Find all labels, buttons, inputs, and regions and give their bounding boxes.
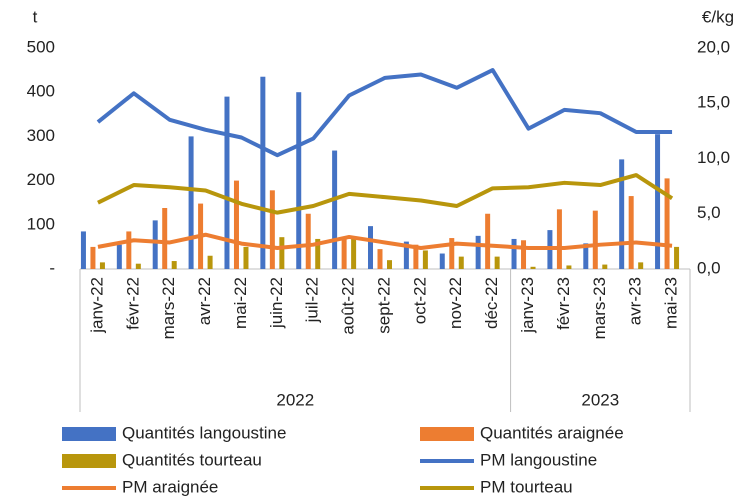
bar (521, 240, 527, 269)
bar (485, 213, 491, 269)
x-tick-label: févr-22 (123, 277, 142, 330)
group-label: 2022 (276, 390, 314, 409)
bar (638, 262, 644, 269)
x-tick-label: févr-23 (554, 277, 573, 330)
x-tick-label: oct-22 (410, 277, 429, 324)
y-axis-label: t (33, 7, 38, 26)
legend-label: PM tourteau (480, 477, 573, 496)
bar (279, 237, 285, 269)
x-tick-label: mars-23 (590, 277, 609, 339)
legend-swatch (420, 427, 474, 441)
legend-label: Quantités tourteau (122, 450, 262, 469)
bar (305, 213, 311, 269)
bar (207, 255, 213, 269)
x-tick-label: mai-23 (662, 277, 681, 329)
legend-label: PM langoustine (480, 450, 597, 469)
bar (162, 208, 168, 269)
bar (341, 238, 347, 269)
bar (260, 76, 266, 269)
bar (566, 265, 572, 269)
line (97, 232, 673, 251)
bar (674, 246, 680, 269)
x-tick-label: mai-22 (231, 277, 250, 329)
y-tick-label: 100 (27, 214, 55, 233)
x-tick-label: sept-22 (374, 277, 393, 334)
bar (475, 235, 481, 269)
bar (592, 210, 598, 269)
bar (403, 241, 409, 269)
bar (494, 256, 500, 269)
bar (243, 246, 249, 269)
bar (126, 231, 132, 269)
legend-label: Quantités langoustine (122, 423, 286, 442)
bar (368, 226, 373, 269)
bar (224, 96, 230, 270)
bar (80, 231, 86, 269)
bar (135, 263, 141, 269)
y2-axis-label: €/kg (702, 7, 734, 26)
legend-swatch (62, 427, 116, 441)
x-tick-label: janv-23 (518, 277, 537, 334)
y-tick-label: 300 (27, 126, 55, 145)
bar (332, 150, 338, 269)
y2-tick-label: 5,0 (697, 203, 721, 222)
bar (188, 136, 194, 269)
bar (116, 244, 122, 269)
bar (556, 209, 562, 269)
x-tick-label: nov-22 (446, 277, 465, 329)
legend-swatch (62, 454, 116, 468)
bar (619, 159, 625, 269)
bar (530, 266, 536, 269)
x-tick-label: juin-22 (267, 277, 286, 329)
y-tick-label: - (49, 258, 55, 277)
legend-label: PM araignée (122, 477, 218, 496)
bar (628, 196, 634, 269)
x-tick-label: août-22 (339, 277, 358, 335)
bar (296, 92, 302, 269)
bar (269, 190, 275, 269)
bar (511, 238, 517, 269)
bar (449, 238, 455, 269)
bar (413, 244, 419, 269)
x-tick-label: mars-22 (159, 277, 178, 339)
x-tick-label: juil-22 (303, 277, 322, 323)
y-tick-label: 500 (27, 37, 55, 56)
bar (377, 249, 383, 269)
line (97, 173, 674, 215)
group-label: 2023 (581, 390, 619, 409)
x-tick-label: déc-22 (482, 277, 501, 329)
bar (602, 264, 608, 269)
y-tick-label: 400 (27, 82, 55, 101)
bar (233, 180, 239, 269)
bar (422, 250, 428, 269)
x-tick-label: avr-22 (195, 277, 214, 325)
legend-label: Quantités araignée (480, 423, 624, 442)
y2-tick-label: 10,0 (697, 148, 730, 167)
bar (171, 261, 177, 269)
y2-tick-label: 15,0 (697, 93, 730, 112)
bar (99, 262, 105, 269)
bar (387, 260, 392, 269)
bar (655, 134, 661, 269)
line (96, 68, 673, 158)
x-tick-label: janv-22 (87, 277, 106, 334)
bar (439, 253, 445, 269)
bar (152, 220, 158, 269)
y2-tick-label: 0,0 (697, 258, 721, 277)
x-tick-label: avr-23 (626, 277, 645, 325)
bar (583, 243, 589, 269)
bar (458, 256, 464, 269)
y2-tick-label: 20,0 (697, 37, 730, 56)
bar (90, 246, 96, 269)
bar (315, 238, 321, 269)
y-tick-label: 200 (27, 170, 55, 189)
bar (664, 178, 670, 269)
bar (351, 238, 357, 269)
